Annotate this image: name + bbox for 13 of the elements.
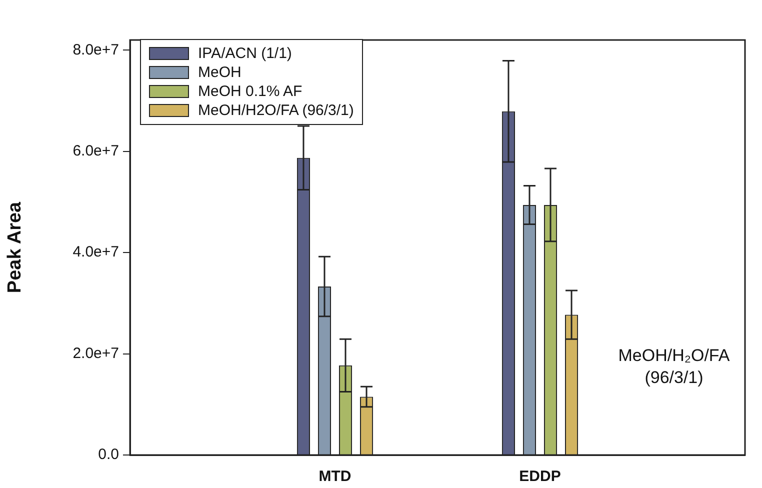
annotation: MeOH/H₂O/FA (96/3/1) — [618, 345, 730, 389]
y-tick-label: 6.0e+7 — [72, 142, 119, 160]
y-tick-label: 8.0e+7 — [72, 41, 119, 58]
legend-label: MeOH 0.1% AF — [198, 83, 302, 100]
y-tick-label: 2.0e+7 — [72, 344, 119, 362]
legend-label: IPA/ACN (1/1) — [198, 45, 292, 62]
y-tick-label: 4.0e+7 — [72, 244, 119, 261]
x-tick-label: MTD — [318, 468, 352, 486]
x-tick-label: EDDP — [519, 468, 561, 486]
legend-label: MeOH — [198, 64, 242, 81]
y-axis-title: Peak Area — [4, 201, 26, 294]
legend-label: MeOH/H2O/FA (96/3/1) — [198, 102, 354, 119]
y-tick-label: 0.0 — [98, 446, 119, 464]
